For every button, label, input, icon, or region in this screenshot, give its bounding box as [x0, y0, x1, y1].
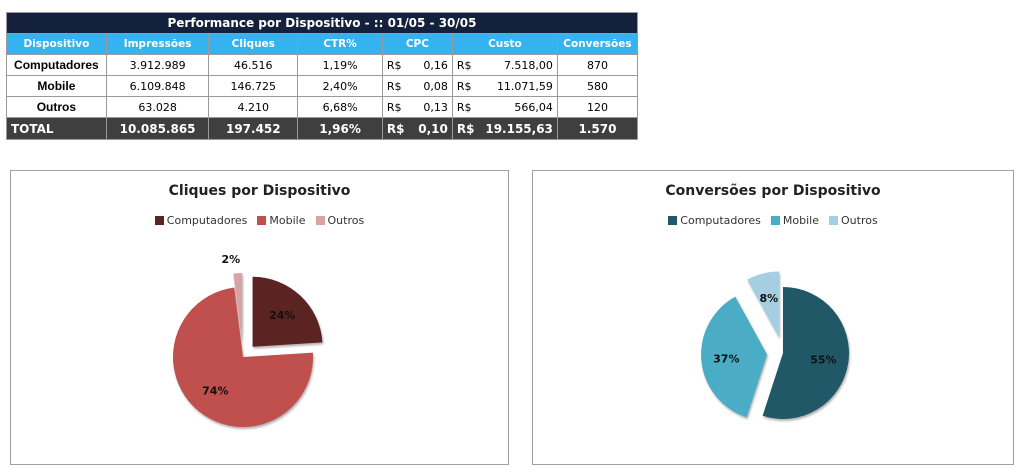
table-cell: 2,40% [297, 75, 383, 97]
table-cell: 1,96% [297, 117, 383, 140]
amount: 0,13 [423, 100, 448, 114]
chart-title: Conversões por Dispositivo [665, 183, 881, 199]
total-row: TOTAL 10.085.865 197.452 1,96% R$ 0,10 R$ 19.15… [6, 117, 639, 140]
legend-swatch [257, 216, 267, 225]
chart-legend: Computadores Mobile Outros [533, 214, 1013, 227]
pie-slice-computadores [762, 287, 849, 419]
legend-swatch [315, 216, 325, 225]
table-cell: Outros [6, 96, 107, 118]
data-label: 24% [269, 309, 295, 322]
legend-swatch [668, 216, 678, 225]
legend-swatch [154, 216, 164, 225]
currency-symbol: R$ [456, 100, 472, 114]
performance-table: Performance por Dispositivo - :: 01/05 -… [6, 12, 639, 140]
table-cell: 120 [556, 96, 639, 118]
table-cell: 146.725 [208, 75, 299, 97]
amount: 19.155,63 [485, 121, 553, 136]
currency-symbol: R$ [386, 121, 405, 136]
column-header: Conversões [556, 33, 639, 55]
legend-label: Mobile [782, 214, 820, 227]
currency-symbol: R$ [386, 79, 402, 93]
legend-item: Computadores [668, 214, 761, 227]
amount: 0,16 [423, 58, 448, 72]
money-cell: R$ 0,10 [381, 117, 453, 140]
table-cell: 63.028 [105, 96, 210, 118]
table-row: Outros 63.028 4.210 6,68% R$ 0,13 R$ 566,04 120 [6, 96, 639, 118]
pie-slice-outros [233, 273, 243, 344]
table-cell: 6,68% [297, 96, 383, 118]
chart-title: Cliques por Dispositivo [168, 183, 351, 199]
amount: 7.518,00 [503, 58, 553, 72]
legend-label: Outros [841, 214, 878, 227]
table-cell: 3.912.989 [105, 54, 210, 76]
amount: 0,10 [418, 121, 448, 136]
data-label: 2% [222, 253, 241, 266]
pie-slice-computadores [252, 276, 323, 347]
column-header: Impressões [105, 33, 210, 55]
amount: 0,08 [423, 79, 448, 93]
money-cell: R$ 11.071,59 [451, 75, 558, 97]
legend-label: Computadores [680, 214, 761, 227]
money-cell: R$ 0,08 [381, 75, 453, 97]
table-cell: 580 [556, 75, 639, 97]
conversions-chart: Conversões por Dispositivo Computadores Mo… [532, 170, 1014, 465]
data-label: 37% [713, 352, 739, 365]
table-cell: 4.210 [208, 96, 299, 118]
table-cell: 6.109.848 [105, 75, 210, 97]
legend-swatch [829, 216, 839, 225]
table-cell: Mobile [6, 75, 107, 97]
legend-item: Computadores [154, 214, 248, 227]
data-label: 55% [810, 353, 836, 366]
table-cell: Computadores [6, 54, 107, 76]
column-header: CTR% [297, 33, 383, 55]
currency-symbol: R$ [456, 121, 475, 136]
legend-label: Outros [327, 214, 365, 227]
table-cell: 1.570 [556, 117, 639, 140]
table-cell: 46.516 [208, 54, 299, 76]
table-row: Mobile 6.109.848 146.725 2,40% R$ 0,08 R$ 11.07… [6, 75, 639, 97]
legend-label: Mobile [269, 214, 306, 227]
amount: 11.071,59 [496, 79, 553, 93]
money-cell: R$ 0,16 [381, 54, 453, 76]
pie-chart: 24% 74% 2% [173, 253, 323, 427]
legend-item: Mobile [770, 214, 820, 227]
money-cell: R$ 19.155,63 [451, 117, 558, 140]
chart-legend: Computadores Mobile Outros [11, 214, 508, 227]
pie-chart: 55% 37% 8% [701, 271, 849, 419]
column-header: Cliques [208, 33, 299, 55]
legend-swatch [770, 216, 780, 225]
legend-label: Computadores [166, 214, 248, 227]
column-header: Custo [451, 33, 558, 55]
money-cell: R$ 7.518,00 [451, 54, 558, 76]
money-cell: R$ 566,04 [451, 96, 558, 118]
data-label: 74% [202, 384, 228, 397]
currency-symbol: R$ [456, 79, 472, 93]
clicks-chart: Cliques por Dispositivo Computadores Mobil… [10, 170, 509, 465]
table-cell: 197.452 [208, 117, 299, 140]
amount: 566,04 [514, 100, 553, 114]
money-cell: R$ 0,13 [381, 96, 453, 118]
table-row: Computadores 3.912.989 46.516 1,19% R$ 0,16 R$… [6, 54, 639, 76]
table-cell: 1,19% [297, 54, 383, 76]
pie-slice-mobile [173, 287, 314, 427]
legend-item: Mobile [257, 214, 306, 227]
column-header: Dispositivo [6, 33, 107, 55]
pie-slice-mobile [701, 296, 768, 418]
legend-item: Outros [315, 214, 365, 227]
table-title: Performance por Dispositivo - :: 01/05 -… [6, 12, 638, 34]
table-cell: 870 [556, 54, 639, 76]
currency-symbol: R$ [386, 100, 402, 114]
currency-symbol: R$ [386, 58, 402, 72]
table-cell: 10.085.865 [105, 117, 210, 140]
currency-symbol: R$ [456, 58, 472, 72]
pie-slice-outros [747, 271, 780, 338]
legend-item: Outros [829, 214, 878, 227]
data-label: 8% [760, 292, 779, 305]
table-cell: TOTAL [6, 117, 107, 140]
column-header: CPC [381, 33, 453, 55]
